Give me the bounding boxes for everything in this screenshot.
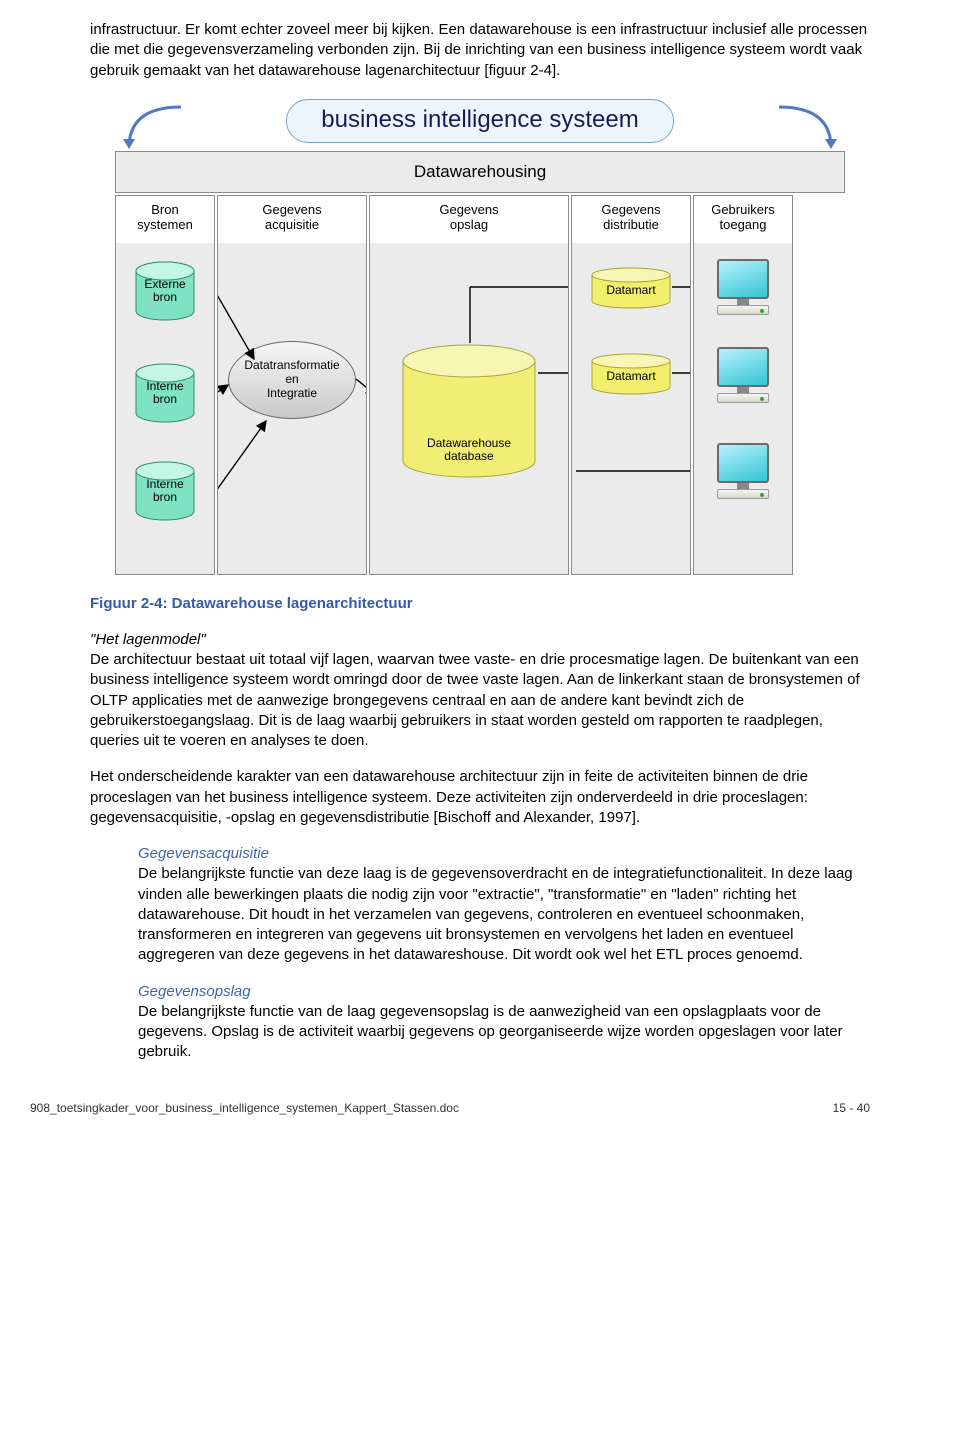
node-label: Datamart [590, 284, 672, 297]
lane-header: Gegevens opslag [370, 196, 568, 243]
cylinder-dw-database: Datawarehouse database [399, 343, 539, 483]
lane-title-l1: Bron [151, 202, 178, 217]
lane-header: Gegevens distributie [572, 196, 690, 243]
cylinder-externe-bron: Externe bron [134, 261, 196, 325]
page-footer: 908_toetsingkader_voor_business_intellig… [0, 1099, 960, 1129]
lagenmodel-body: De architectuur bestaat uit totaal vijf … [90, 651, 860, 749]
node-label: Datatransformatie [244, 358, 339, 372]
node-label: Datamart [590, 370, 672, 383]
ops-head: Gegevensopslag [138, 983, 251, 1000]
node-label: Externe [144, 277, 185, 291]
cylinder-interne-bron-2: Interne bron [134, 461, 196, 525]
lane-bron: Bron systemen Externe bron [115, 195, 215, 575]
node-label: database [444, 449, 493, 463]
ops-body: De belangrijkste functie van de laag geg… [138, 1003, 843, 1061]
lane-opslag: Gegevens opslag Datawarehouse database [369, 195, 569, 575]
lane-title-l2: systemen [137, 217, 193, 232]
diagram-lanes: Bron systemen Externe bron [115, 195, 845, 575]
lane-title-l1: Gegevens [601, 202, 660, 217]
ops-block: Gegevensopslag De belangrijkste functie … [138, 982, 870, 1063]
footer-page: 15 - 40 [833, 1101, 870, 1115]
lane-header: Gebruikers toegang [694, 196, 792, 243]
node-label: bron [153, 490, 177, 504]
paragraph-2: Het onderscheidende karakter van een dat… [90, 767, 870, 828]
intro-paragraph: infrastructuur. Er komt echter zoveel me… [90, 20, 870, 81]
node-label: Interne [146, 379, 183, 393]
lane-distributie: Gegevens distributie Datamart [571, 195, 691, 575]
monitor-icon [715, 347, 771, 403]
lane-header: Bron systemen [116, 196, 214, 243]
figure-caption: Figuur 2-4: Datawarehouse lagenarchitect… [90, 595, 870, 612]
node-label: Datawarehouse [427, 436, 511, 450]
lane-title-l2: toegang [720, 217, 767, 232]
node-label: bron [153, 392, 177, 406]
lane-acquisitie: Gegevens acquisitie Datatransformatie en… [217, 195, 367, 575]
node-label: bron [153, 290, 177, 304]
lane-title-l1: Gebruikers [711, 202, 775, 217]
lane-title-l1: Gegevens [439, 202, 498, 217]
footer-filename: 908_toetsingkader_voor_business_intellig… [30, 1101, 459, 1115]
arrow-arc-left-icon [121, 101, 191, 151]
arrow-arc-right-icon [769, 101, 839, 151]
cylinder-interne-bron-1: Interne bron [134, 363, 196, 427]
acq-head: Gegevensacquisitie [138, 845, 269, 862]
lane-toegang: Gebruikers toegang [693, 195, 793, 575]
cylinder-datamart-1: Datamart [590, 267, 672, 311]
node-label: Integratie [267, 386, 317, 400]
lane-header: Gegevens acquisitie [218, 196, 366, 243]
lagenmodel-head: "Het lagenmodel" [90, 631, 206, 648]
lane-title-l2: opslag [450, 217, 488, 232]
lagenmodel-block: "Het lagenmodel" De architectuur bestaat… [90, 630, 870, 752]
lane-title-l1: Gegevens [262, 202, 321, 217]
cylinder-datamart-2: Datamart [590, 353, 672, 397]
disc-datatransform: Datatransformatie en Integratie [228, 341, 356, 419]
monitor-icon [715, 259, 771, 315]
monitor-icon [715, 443, 771, 499]
lane-title-l2: acquisitie [265, 217, 319, 232]
bi-system-title: business intelligence systeem [286, 99, 674, 143]
acq-block: Gegevensacquisitie De belangrijkste func… [138, 844, 870, 966]
lane-title-l2: distributie [603, 217, 659, 232]
acq-body: De belangrijkste functie van deze laag i… [138, 865, 853, 963]
bi-architecture-diagram: business intelligence systeem Datawareho… [115, 99, 845, 575]
node-label: Interne [146, 477, 183, 491]
datawarehousing-box: Datawarehousing [115, 151, 845, 193]
node-label: en [285, 372, 298, 386]
